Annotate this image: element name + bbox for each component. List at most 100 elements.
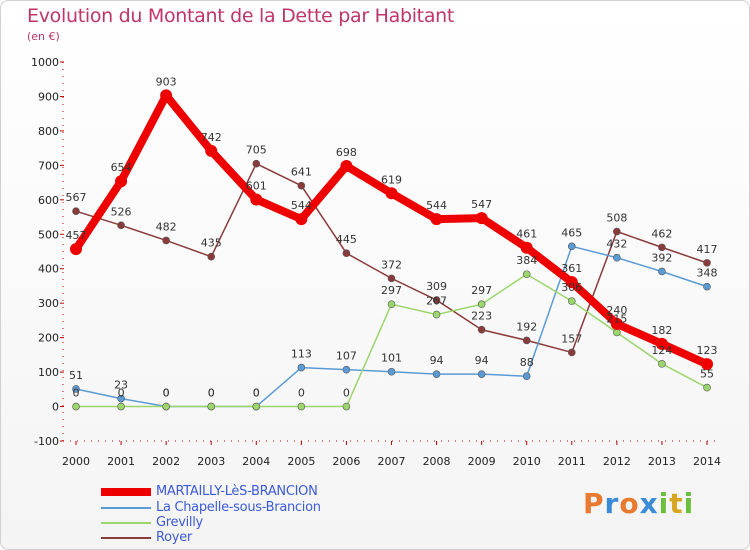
data-point	[387, 300, 396, 309]
y-tick-label: 600	[38, 194, 59, 207]
data-label: 113	[291, 348, 312, 361]
x-tick-label: 2005	[287, 455, 315, 468]
data-label: 0	[253, 387, 260, 400]
x-tick-label: 2013	[648, 455, 676, 468]
data-point	[342, 365, 351, 374]
data-point	[430, 213, 443, 226]
logo-letter: i	[683, 487, 695, 520]
proxiti-logo: Proxiti	[583, 487, 694, 520]
data-point	[295, 213, 308, 226]
data-label: 619	[381, 173, 402, 186]
data-label: 417	[697, 243, 718, 256]
data-label: 544	[426, 199, 447, 212]
data-point	[117, 221, 125, 230]
x-tick-label: 2011	[558, 455, 586, 468]
data-label: 94	[430, 354, 444, 367]
logo-letter: t	[669, 487, 684, 520]
logo-letter: P	[583, 487, 605, 520]
data-point	[160, 89, 173, 102]
data-label: 88	[520, 356, 534, 369]
data-label: 0	[163, 387, 170, 400]
data-point	[703, 383, 711, 392]
data-label: 457	[66, 229, 87, 242]
x-tick-label: 2010	[513, 455, 541, 468]
data-point	[385, 187, 398, 200]
y-tick-label: 500	[38, 228, 59, 241]
data-point	[342, 402, 351, 411]
logo-letter: i	[658, 487, 670, 520]
chart-title: Evolution du Montant de la Dette par Hab…	[27, 5, 455, 27]
data-label: 0	[208, 387, 215, 400]
x-tick-label: 2009	[468, 455, 496, 468]
legend-label-grevilly: Grevilly	[156, 515, 203, 530]
data-point	[162, 402, 170, 411]
data-point	[342, 249, 351, 258]
data-label: 223	[471, 310, 492, 323]
data-label: 462	[651, 227, 672, 240]
chart-subtitle: (en €)	[27, 30, 60, 43]
data-label: 157	[561, 332, 582, 345]
legend-label-martailly: MARTAILLY-LèS-BRANCION	[156, 484, 318, 499]
data-point	[340, 160, 353, 173]
data-point	[432, 310, 441, 319]
data-point	[250, 193, 263, 206]
data-point	[477, 300, 486, 309]
data-label: 601	[246, 179, 267, 192]
data-label: 240	[606, 304, 627, 317]
data-label: 309	[426, 280, 447, 293]
data-label: 903	[156, 75, 177, 88]
data-point	[655, 337, 668, 350]
data-point	[703, 282, 711, 291]
data-point	[613, 227, 621, 236]
data-label: 55	[700, 368, 714, 381]
data-label: 124	[651, 344, 672, 357]
x-tick-label: 2003	[197, 455, 225, 468]
data-point	[432, 370, 441, 378]
data-label: 526	[111, 205, 132, 218]
data-point	[117, 394, 125, 403]
data-label: 654	[111, 161, 132, 174]
data-point	[432, 296, 441, 304]
data-point	[703, 259, 711, 267]
x-tick-label: 2012	[603, 455, 631, 468]
data-point	[522, 336, 531, 345]
legend-swatch-grevilly	[101, 522, 151, 524]
data-point	[522, 270, 531, 279]
data-point	[475, 212, 488, 225]
logo-letter: r	[604, 487, 620, 520]
data-label: 107	[336, 350, 357, 363]
y-tick-label: -100	[34, 435, 59, 448]
data-point	[297, 181, 306, 190]
data-label: 182	[651, 324, 672, 337]
data-label: 0	[208, 387, 215, 400]
data-point	[658, 360, 666, 368]
y-tick-label: 1000	[31, 56, 59, 69]
data-label: 544	[291, 199, 312, 212]
data-label: 465	[561, 226, 582, 239]
data-point	[567, 348, 576, 357]
x-tick-label: 2007	[378, 455, 406, 468]
data-point	[520, 241, 533, 254]
data-label: 306	[561, 281, 582, 294]
y-tick-label: 700	[38, 159, 59, 172]
data-label: 297	[471, 284, 492, 297]
y-tick-label: 100	[38, 366, 59, 379]
data-label: 215	[606, 312, 627, 325]
data-label: 384	[516, 254, 537, 267]
data-label: 123	[697, 344, 718, 357]
data-label: 698	[336, 146, 357, 159]
data-label: 297	[381, 284, 402, 297]
data-label: 51	[69, 369, 83, 382]
data-label: 641	[291, 166, 312, 179]
x-tick-label: 2002	[152, 455, 180, 468]
legend-label-la-chapelle: La Chapelle-sous-Brancion	[156, 500, 321, 515]
data-label: 267	[426, 295, 447, 308]
data-point	[297, 363, 306, 372]
data-point	[522, 372, 531, 381]
legend-swatch-martailly	[101, 488, 151, 496]
data-label: 0	[298, 387, 305, 400]
data-point	[207, 252, 216, 261]
logo-letter: o	[619, 487, 640, 520]
x-tick-label: 2000	[62, 455, 90, 468]
data-point	[117, 402, 125, 411]
